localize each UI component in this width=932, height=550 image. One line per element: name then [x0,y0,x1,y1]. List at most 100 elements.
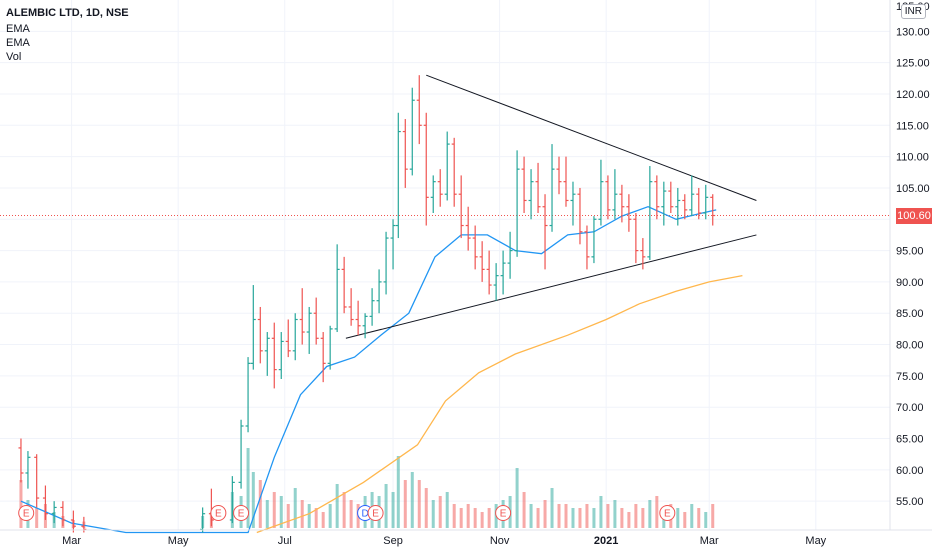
x-tick-label: May [168,535,189,547]
ema-lines [20,205,743,534]
volume-bar [293,488,297,528]
time-axis[interactable]: Mar May Jul Sep Nov 2021 Mar May [0,529,932,547]
volume-bar [272,492,276,528]
y-tick-label: 115.00 [896,120,929,132]
volume-bar [557,504,561,528]
volume-bar [473,508,477,528]
event-badge-label: D [361,509,368,520]
y-tick-label: 60.00 [896,465,924,477]
volume-bar [585,504,589,528]
volume-bar [246,448,250,528]
volume-bar [655,496,659,528]
indicator-label-ema-2[interactable]: EMA [6,37,30,49]
volume-bar [431,500,435,528]
candlesticks [18,75,716,533]
volume-bar [391,492,395,528]
volume-bar [279,496,283,528]
volume-bar [620,508,624,528]
volume-bar [19,480,23,528]
trendlines [345,74,757,339]
indicator-label-ema-1[interactable]: EMA [6,23,30,35]
volume-bar [711,504,715,528]
event-badge-label: E [664,509,671,520]
y-tick-label: 110.00 [896,152,929,164]
y-tick-label: 75.00 [896,371,924,383]
volume-bar [676,508,680,528]
event-badge-earnings [18,505,35,521]
volume-bar [690,504,694,528]
volume-bar [314,508,318,528]
volume-bar [634,504,638,528]
indicator-label-vol[interactable]: Vol [6,51,22,63]
x-tick-label: Sep [383,535,403,547]
y-tick-label: 80.00 [896,340,924,352]
volume-bar [578,508,582,528]
volume-bar [251,472,255,528]
volume-bar [466,504,470,528]
volume-bar [452,504,456,528]
volume-bar [403,480,407,528]
ema-line [256,274,743,534]
y-tick-label: 90.00 [896,277,924,289]
volume-bar [328,504,332,528]
volume-bar [627,512,631,528]
volume-bar [571,508,575,528]
symbol-title: ALEMBIC LTD, 1D, NSE [6,7,129,19]
last-price-label: 100.60 [896,207,932,224]
volume-bar [417,480,421,528]
volume-bar [543,500,547,528]
volume-bar [529,504,533,528]
volume-bar [396,456,400,528]
volume-bar [265,500,269,528]
event-badge-earnings [659,505,676,521]
volume-bar [704,512,708,528]
event-badge-earnings [495,505,512,521]
trendline [426,74,757,201]
x-tick-label: May [805,535,826,547]
volume-bar [258,480,262,528]
event-badge-label: E [215,509,222,520]
volume-bar [349,500,353,528]
volume-bar [424,488,428,528]
volume-bar [438,496,442,528]
event-badge-label: E [23,509,30,520]
y-tick-label: 85.00 [896,308,924,320]
x-tick-label: Nov [490,535,510,547]
x-tick-label: Mar [62,535,81,547]
volume-bar [683,512,687,528]
volume-bar [410,472,414,528]
event-badge-label: E [372,509,379,520]
volume-bar [550,488,554,528]
volume-bar [592,508,596,528]
event-badge-earnings [233,505,250,521]
y-tick-label: 130.00 [896,26,930,38]
event-badge-label: E [500,509,507,520]
volume-bar [480,512,484,528]
x-tick-label: Jul [278,535,292,547]
volume-bar [307,504,311,528]
volume-bar [487,508,491,528]
event-badge-earnings [367,505,384,521]
volume-bar [564,504,568,528]
y-tick-label: 125.00 [896,58,930,70]
y-tick-label: 55.00 [896,496,924,508]
volume-bar [445,492,449,528]
y-tick-label: 120.00 [896,89,930,101]
volume-bar [613,500,617,528]
volume-bar [606,504,610,528]
volume-bar [300,500,304,528]
ema-line [20,205,717,534]
currency-badge[interactable]: INR [900,4,926,19]
volume-bar [321,512,325,528]
volume-bar [342,492,346,528]
volume-bar [697,508,701,528]
price-axis[interactable]: 55.00 60.00 65.00 70.00 75.00 80.00 85.00 90.00… [889,0,930,530]
volume-bar [515,468,519,528]
volume-bar [648,500,652,528]
x-tick-label: Mar [700,535,719,547]
volume-bar [522,492,526,528]
y-tick-label: 95.00 [896,246,924,258]
event-badge-earnings [210,505,227,521]
